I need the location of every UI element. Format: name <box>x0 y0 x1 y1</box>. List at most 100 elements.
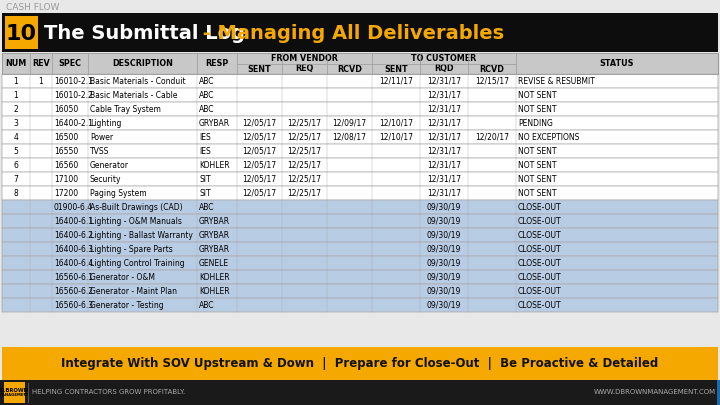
FancyBboxPatch shape <box>2 102 718 116</box>
Text: 1: 1 <box>39 77 43 85</box>
Text: GRYBAR: GRYBAR <box>199 119 230 128</box>
Text: 01900-6.4: 01900-6.4 <box>54 202 93 211</box>
Text: Cable Tray System: Cable Tray System <box>90 104 161 113</box>
FancyBboxPatch shape <box>2 298 718 312</box>
Text: 1: 1 <box>14 90 19 100</box>
Text: RCVD: RCVD <box>337 64 362 73</box>
Text: Basic Materials - Conduit: Basic Materials - Conduit <box>90 77 186 85</box>
Text: As-Built Drawings (CAD): As-Built Drawings (CAD) <box>90 202 183 211</box>
Text: D.BROWN: D.BROWN <box>0 388 29 393</box>
Text: Lighting - Ballast Warranty: Lighting - Ballast Warranty <box>90 230 193 239</box>
Text: 4: 4 <box>14 132 19 141</box>
FancyBboxPatch shape <box>2 88 718 102</box>
Text: NOT SENT: NOT SENT <box>518 175 557 183</box>
FancyBboxPatch shape <box>2 242 718 256</box>
Text: 12/25/17: 12/25/17 <box>287 160 322 170</box>
Text: 5: 5 <box>14 147 19 156</box>
Text: 09/30/19: 09/30/19 <box>427 230 462 239</box>
Text: HELPING CONTRACTORS GROW PROFITABLY.: HELPING CONTRACTORS GROW PROFITABLY. <box>32 390 185 396</box>
Text: 12/25/17: 12/25/17 <box>287 132 322 141</box>
Text: Generator - Testing: Generator - Testing <box>90 301 163 309</box>
Text: CLOSE-OUT: CLOSE-OUT <box>518 230 562 239</box>
FancyBboxPatch shape <box>4 382 25 403</box>
Text: 16400-6.1: 16400-6.1 <box>54 217 93 226</box>
Text: Lighting: Lighting <box>90 119 122 128</box>
Text: KOHLER: KOHLER <box>199 160 230 170</box>
Text: 12/15/17: 12/15/17 <box>475 77 509 85</box>
Text: NUM: NUM <box>5 59 27 68</box>
FancyBboxPatch shape <box>2 186 718 200</box>
FancyBboxPatch shape <box>2 172 718 186</box>
Text: Basic Materials - Cable: Basic Materials - Cable <box>90 90 178 100</box>
Text: CLOSE-OUT: CLOSE-OUT <box>518 258 562 267</box>
Text: 16560-6.2: 16560-6.2 <box>54 286 93 296</box>
Text: NOT SENT: NOT SENT <box>518 147 557 156</box>
Text: 12/31/17: 12/31/17 <box>427 104 461 113</box>
Text: 09/30/19: 09/30/19 <box>427 217 462 226</box>
Text: CLOSE-OUT: CLOSE-OUT <box>518 217 562 226</box>
Text: 12/05/17: 12/05/17 <box>243 160 276 170</box>
Text: SIT: SIT <box>199 188 211 198</box>
Text: Security: Security <box>90 175 122 183</box>
Text: 12/31/17: 12/31/17 <box>427 147 461 156</box>
Text: CLOSE-OUT: CLOSE-OUT <box>518 286 562 296</box>
Text: 12/08/17: 12/08/17 <box>333 132 366 141</box>
FancyBboxPatch shape <box>2 116 718 130</box>
Text: 8: 8 <box>14 188 19 198</box>
Text: FROM VENDOR: FROM VENDOR <box>271 54 338 63</box>
Text: 10: 10 <box>6 23 37 43</box>
Text: Generator - Maint Plan: Generator - Maint Plan <box>90 286 177 296</box>
Text: 2: 2 <box>14 104 19 113</box>
Text: 16050: 16050 <box>54 104 78 113</box>
FancyBboxPatch shape <box>0 380 720 405</box>
Text: KOHLER: KOHLER <box>199 286 230 296</box>
Text: GRYBAR: GRYBAR <box>199 217 230 226</box>
Text: PENDING: PENDING <box>518 119 553 128</box>
Text: 16400-6.2: 16400-6.2 <box>54 230 93 239</box>
Text: 12/25/17: 12/25/17 <box>287 147 322 156</box>
Text: 09/30/19: 09/30/19 <box>427 258 462 267</box>
Text: 7: 7 <box>14 175 19 183</box>
Text: TVSS: TVSS <box>90 147 109 156</box>
FancyBboxPatch shape <box>2 158 718 172</box>
Text: 1: 1 <box>14 77 19 85</box>
Text: The Submittal Log: The Submittal Log <box>44 24 245 43</box>
Text: - Managing All Deliverables: - Managing All Deliverables <box>196 24 504 43</box>
Text: 12/05/17: 12/05/17 <box>243 147 276 156</box>
Text: NOT SENT: NOT SENT <box>518 188 557 198</box>
Text: SPEC: SPEC <box>58 59 81 68</box>
Text: 3: 3 <box>14 119 19 128</box>
Text: Generator - O&M: Generator - O&M <box>90 273 155 281</box>
Text: ABC: ABC <box>199 90 215 100</box>
Text: 12/31/17: 12/31/17 <box>427 132 461 141</box>
Text: NO EXCEPTIONS: NO EXCEPTIONS <box>518 132 580 141</box>
Text: ABC: ABC <box>199 104 215 113</box>
Text: 12/09/17: 12/09/17 <box>333 119 366 128</box>
Text: RQD: RQD <box>434 64 454 73</box>
Text: ABC: ABC <box>199 202 215 211</box>
Text: 12/31/17: 12/31/17 <box>427 175 461 183</box>
Text: 09/30/19: 09/30/19 <box>427 301 462 309</box>
Text: WWW.DBROWNMANAGEMENT.COM: WWW.DBROWNMANAGEMENT.COM <box>594 390 716 396</box>
Text: 6: 6 <box>14 160 19 170</box>
Text: 16560-6.3: 16560-6.3 <box>54 301 93 309</box>
Text: SENT: SENT <box>248 64 271 73</box>
Text: RESP: RESP <box>205 59 229 68</box>
Text: 12/31/17: 12/31/17 <box>427 160 461 170</box>
Text: 12/31/17: 12/31/17 <box>427 77 461 85</box>
Text: 12/10/17: 12/10/17 <box>379 132 413 141</box>
Text: 12/05/17: 12/05/17 <box>243 188 276 198</box>
Text: RCVD: RCVD <box>480 64 505 73</box>
Text: 12/31/17: 12/31/17 <box>427 90 461 100</box>
Text: Lighting - O&M Manuals: Lighting - O&M Manuals <box>90 217 182 226</box>
FancyBboxPatch shape <box>2 13 718 52</box>
Text: MANAGEMENT: MANAGEMENT <box>0 394 30 397</box>
Text: 12/25/17: 12/25/17 <box>287 119 322 128</box>
Text: 12/25/17: 12/25/17 <box>287 175 322 183</box>
Text: 16560-6.1: 16560-6.1 <box>54 273 93 281</box>
Text: GRYBAR: GRYBAR <box>199 230 230 239</box>
Text: 16010-2.1: 16010-2.1 <box>54 77 93 85</box>
FancyBboxPatch shape <box>2 228 718 242</box>
Text: SENT: SENT <box>384 64 408 73</box>
Text: Power: Power <box>90 132 113 141</box>
